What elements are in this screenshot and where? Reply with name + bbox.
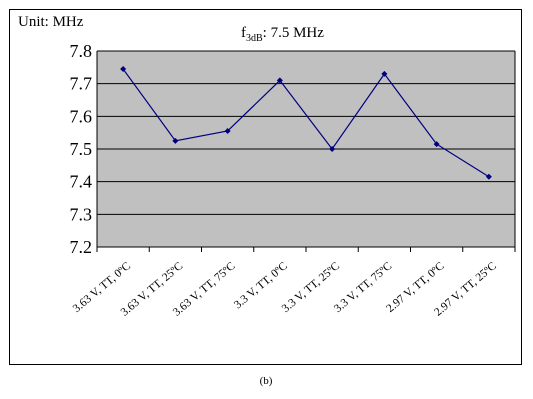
data-point bbox=[485, 173, 492, 180]
y-tick-label: 7.5 bbox=[70, 139, 93, 159]
data-point bbox=[224, 128, 231, 135]
figure-caption: (b) bbox=[260, 375, 273, 387]
y-tick-label: 7.3 bbox=[70, 204, 93, 224]
data-point bbox=[276, 77, 283, 84]
chart-title-subscript: 3dB bbox=[246, 33, 263, 44]
data-point bbox=[120, 65, 127, 72]
data-point bbox=[433, 141, 440, 148]
y-tick-label: 7.7 bbox=[70, 74, 93, 94]
y-tick-label: 7.6 bbox=[70, 106, 93, 126]
chart-title-prefix: f bbox=[241, 25, 246, 41]
chart-title-suffix: : 7.5 MHz bbox=[263, 25, 325, 41]
data-point bbox=[381, 70, 388, 77]
series-line bbox=[122, 68, 490, 178]
y-tick-label: 7.2 bbox=[70, 237, 93, 257]
data-point bbox=[329, 146, 336, 152]
y-tick-label: 7.4 bbox=[70, 172, 93, 192]
y-tick-label: 7.8 bbox=[70, 41, 93, 61]
data-point bbox=[172, 137, 179, 144]
unit-label: Unit: MHz bbox=[18, 14, 84, 30]
chart-title: f3dB: 7.5 MHz bbox=[241, 25, 324, 44]
